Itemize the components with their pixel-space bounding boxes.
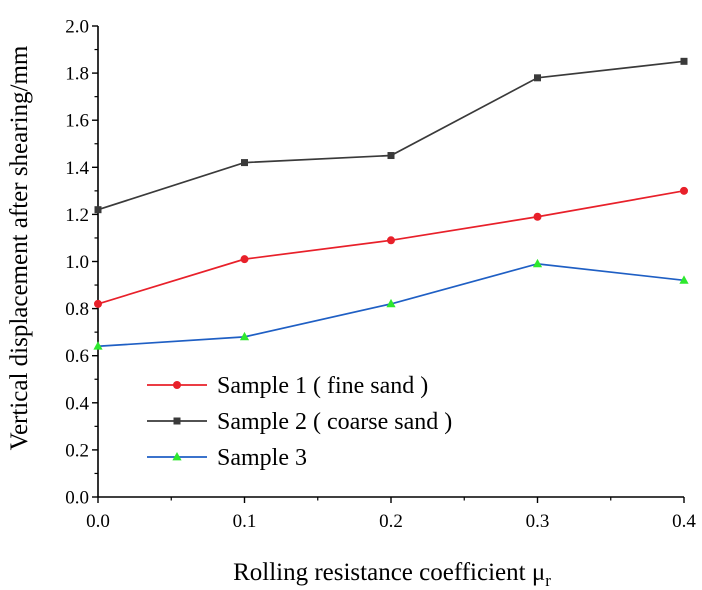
y-tick-label: 0.6 <box>65 346 89 367</box>
legend-entry-2: Sample 2 ( coarse sand ) <box>147 409 452 435</box>
series-3-point <box>93 341 103 350</box>
y-tick-label: 0.0 <box>65 488 89 509</box>
y-tick-label: 1.2 <box>65 205 89 226</box>
series-2-point <box>94 206 102 214</box>
series-3-point <box>679 275 689 284</box>
series-1-point <box>387 236 395 245</box>
x-tick-label: 0.1 <box>233 511 257 532</box>
series-2 <box>94 57 688 214</box>
series-3-point <box>532 258 543 268</box>
x-tick-label: 0.0 <box>86 511 110 532</box>
series-3-point <box>386 298 396 308</box>
x-axis-title-main: Rolling resistance coefficient μ <box>233 559 545 586</box>
legend-label: Sample 3 <box>217 445 307 471</box>
legend-marker <box>173 417 181 425</box>
legend-marker <box>172 452 182 461</box>
legend: Sample 1 ( fine sand ) Sample 2 ( coarse … <box>147 373 452 471</box>
series-2-point <box>534 74 541 82</box>
series-1 <box>94 186 688 308</box>
legend-marker <box>173 381 181 389</box>
y-tick-label: 0.2 <box>65 440 89 461</box>
x-tick-label: 0.3 <box>526 511 550 532</box>
series-3 <box>93 258 689 350</box>
y-tick-label: 1.6 <box>65 111 89 132</box>
series-1-point <box>533 212 542 221</box>
axes: 0.0 0.2 0.4 0.6 0.8 1.0 1.2 1.4 1.6 1.8 2.0 0.0 0.1 0… <box>65 17 696 533</box>
y-tick-label: 1.8 <box>65 64 89 85</box>
legend-label: Sample 1 ( fine sand ) <box>217 373 428 399</box>
legend-label: Sample 2 ( coarse sand ) <box>217 409 452 435</box>
x-tick-label: 0.2 <box>379 511 403 532</box>
x-axis-title-subscript: r <box>545 571 551 590</box>
y-tick-label: 1.0 <box>65 252 89 273</box>
y-tick-label: 1.4 <box>65 158 89 179</box>
series-2-line <box>97 60 685 211</box>
series-2-point <box>387 152 395 160</box>
y-tick-label: 2.0 <box>65 17 89 38</box>
series-2-point <box>241 159 248 167</box>
x-tick-label: 0.4 <box>672 511 696 532</box>
series-1-point <box>680 186 688 195</box>
series-1-point <box>240 255 249 264</box>
y-tick-label: 0.4 <box>65 393 89 414</box>
y-axis-title: Vertical displacement after shearing/mm <box>6 45 33 450</box>
series-layer <box>93 57 689 350</box>
series-1-point <box>94 299 102 308</box>
x-axis-title: Rolling resistance coefficient μr <box>233 559 551 590</box>
legend-entry-3: Sample 3 <box>147 445 307 471</box>
series-1-line <box>97 190 685 305</box>
y-tick-label: 0.8 <box>65 299 89 320</box>
series-3-point <box>239 331 250 341</box>
series-2-point <box>680 57 688 65</box>
legend-entry-1: Sample 1 ( fine sand ) <box>147 373 428 399</box>
